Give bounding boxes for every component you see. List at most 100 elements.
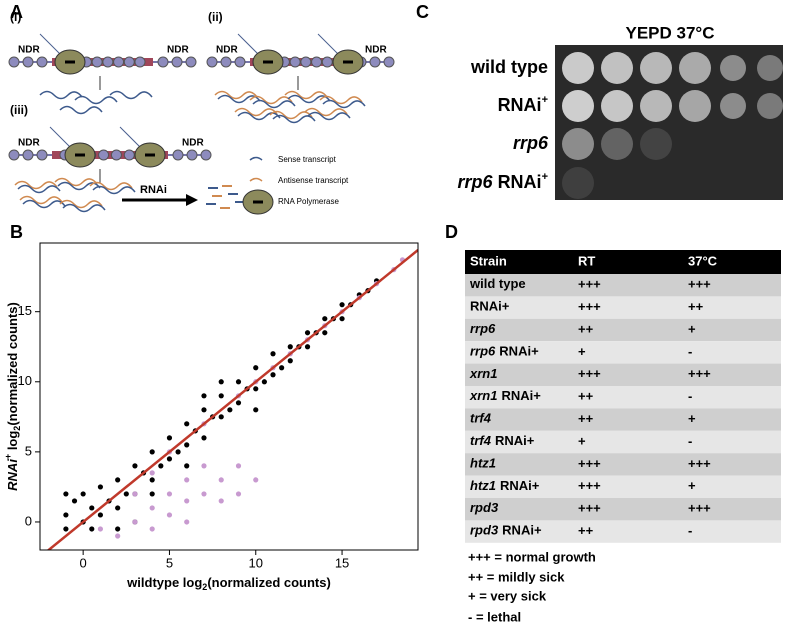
transcript	[92, 185, 136, 195]
nucleosome	[157, 56, 169, 68]
nucleosome	[8, 56, 20, 68]
nucleosome	[369, 56, 381, 68]
gene-body	[52, 151, 168, 159]
point	[261, 379, 267, 385]
point	[235, 491, 242, 497]
rt-cell: ++	[578, 523, 594, 538]
point	[184, 519, 190, 525]
yeast-spot	[720, 55, 746, 81]
nucleosome	[36, 149, 48, 161]
yeast-spot	[562, 128, 594, 160]
text-part: rrp6	[513, 133, 549, 153]
nucleosome	[171, 56, 183, 68]
strain-cell: xrn1 RNAi+	[469, 389, 541, 404]
transcript	[22, 199, 66, 209]
panel-label: D	[445, 222, 458, 242]
yeast-spot	[720, 93, 746, 119]
nucleosome	[321, 56, 333, 68]
table-row	[465, 430, 781, 454]
text-part: wild type	[469, 277, 526, 292]
table-row	[465, 520, 781, 543]
x-axis-label: wildtype log2(normalized counts)	[126, 575, 331, 592]
nucleosome	[22, 56, 34, 68]
strain-cell: trf4	[470, 411, 492, 426]
polymerase-mark	[145, 153, 155, 157]
point	[149, 449, 155, 455]
point	[97, 526, 104, 532]
t37-cell: -	[688, 433, 692, 448]
point	[227, 407, 233, 413]
point	[270, 351, 276, 357]
nucleosome	[110, 149, 122, 161]
nucleosome	[383, 56, 395, 68]
panel-label: C	[416, 2, 429, 22]
point	[201, 435, 207, 441]
nucleosome	[22, 149, 34, 161]
text-part: RNAi+	[500, 478, 540, 493]
strain-cell: rrp6 RNAi+	[470, 344, 539, 359]
table-row	[465, 363, 781, 386]
table-row	[465, 318, 781, 342]
table-row	[465, 274, 781, 297]
transcript	[249, 95, 293, 105]
transcript	[307, 111, 351, 121]
header-cell: 37°C	[688, 253, 718, 268]
text-part: RNAi+	[501, 389, 541, 404]
text-part: log	[5, 431, 20, 454]
nucleosome	[102, 56, 114, 68]
transcript	[89, 181, 133, 191]
transcript	[14, 180, 58, 190]
point	[304, 330, 311, 336]
transcript	[109, 90, 153, 100]
yeast-spot	[640, 90, 672, 122]
t37-cell: +	[688, 478, 696, 493]
x-tick-label: 0	[80, 555, 87, 570]
transcript	[17, 184, 61, 194]
header-cell: Strain	[470, 253, 507, 268]
rt-cell: +++	[578, 299, 601, 314]
nascent-rna	[119, 126, 141, 148]
point	[149, 491, 155, 497]
polymerase-mark	[343, 60, 353, 64]
rt-cell: +++	[578, 366, 601, 381]
point	[175, 449, 181, 455]
yeast-spot	[757, 55, 783, 81]
nucleosome	[123, 149, 135, 161]
table-legend: + = very sick	[468, 588, 547, 603]
nascent-rna	[237, 33, 259, 55]
yeast-spot	[757, 93, 783, 119]
point	[322, 330, 328, 336]
text-part: htz1	[470, 456, 496, 471]
text-part: rrp6	[470, 344, 496, 359]
t37-cell: +	[688, 411, 696, 426]
strain-cell: rpd3	[470, 501, 499, 516]
nucleosome	[206, 56, 218, 68]
strain-label: rrp6 RNAi+	[458, 171, 548, 192]
t37-cell: -	[688, 344, 692, 359]
y-tick-label: 10	[18, 373, 32, 388]
point	[115, 477, 121, 483]
text-part: RNAi+	[502, 523, 542, 538]
point	[89, 526, 95, 532]
point	[149, 526, 155, 532]
strain-cell: RNAi+	[470, 299, 510, 314]
polymerase-mark	[65, 60, 75, 64]
nucleosome	[200, 149, 212, 161]
text-part: (normalized counts)	[5, 302, 20, 426]
point	[63, 512, 69, 518]
rnai-arrowhead	[186, 194, 198, 206]
point	[166, 435, 173, 441]
point	[287, 344, 293, 350]
table-legend: ++ = mildly sick	[468, 569, 565, 584]
strain-cell: htz1	[470, 456, 496, 471]
strain-label: RNAi+	[498, 94, 548, 115]
y-tick-label: 5	[25, 443, 32, 458]
legend-label: Antisense transcript	[278, 176, 349, 185]
table-row	[465, 341, 781, 364]
transcript	[284, 90, 328, 100]
transcript	[59, 199, 103, 209]
point	[71, 498, 78, 504]
point	[123, 491, 129, 497]
text-part: wildtype log	[126, 575, 202, 590]
